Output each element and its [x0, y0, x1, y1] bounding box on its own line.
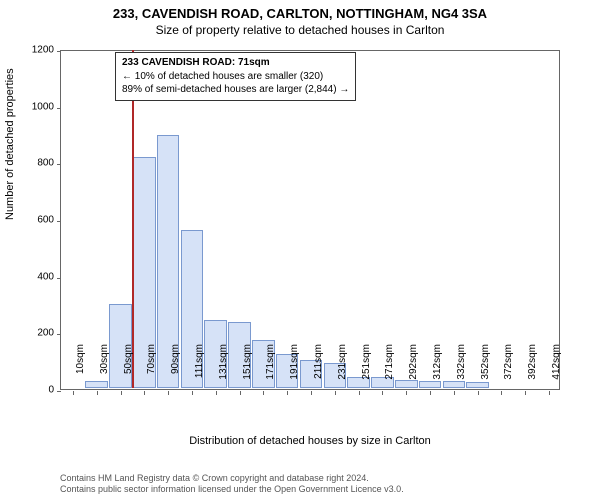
- xtick-label: 70sqm: [146, 344, 157, 394]
- xtick-mark: [478, 391, 479, 395]
- ytick-mark: [57, 164, 61, 165]
- xtick-mark: [454, 391, 455, 395]
- y-axis-label: Number of detached properties: [4, 68, 16, 220]
- ytick-label: 800: [12, 158, 54, 169]
- xtick-mark: [121, 391, 122, 395]
- xtick-label: 171sqm: [265, 344, 276, 394]
- plot-area: [60, 50, 560, 390]
- xtick-label: 312sqm: [432, 344, 443, 394]
- xtick-label: 90sqm: [170, 344, 181, 394]
- footer-line-2: Contains public sector information licen…: [60, 484, 404, 496]
- xtick-mark: [549, 391, 550, 395]
- xtick-mark: [73, 391, 74, 395]
- xtick-mark: [240, 391, 241, 395]
- xtick-mark: [97, 391, 98, 395]
- ytick-mark: [57, 391, 61, 392]
- ytick-label: 0: [12, 385, 54, 396]
- xtick-label: 211sqm: [313, 344, 324, 394]
- ytick-label: 600: [12, 215, 54, 226]
- annotation-box: 233 CAVENDISH ROAD: 71sqm ← 10% of detac…: [115, 52, 356, 101]
- ytick-label: 400: [12, 271, 54, 282]
- xtick-label: 111sqm: [194, 344, 205, 394]
- xtick-mark: [430, 391, 431, 395]
- annotation-line-3: 89% of semi-detached houses are larger (…: [122, 83, 349, 97]
- xtick-label: 231sqm: [337, 344, 348, 394]
- xtick-mark: [192, 391, 193, 395]
- ytick-mark: [57, 278, 61, 279]
- footer: Contains HM Land Registry data © Crown c…: [60, 473, 404, 496]
- ytick-label: 200: [12, 328, 54, 339]
- xtick-mark: [311, 391, 312, 395]
- page-title: 233, CAVENDISH ROAD, CARLTON, NOTTINGHAM…: [0, 0, 600, 21]
- xtick-label: 10sqm: [75, 344, 86, 394]
- chart: Number of detached properties Distributi…: [60, 50, 560, 390]
- footer-line-1: Contains HM Land Registry data © Crown c…: [60, 473, 404, 485]
- xtick-label: 131sqm: [218, 344, 229, 394]
- xtick-label: 412sqm: [551, 344, 562, 394]
- reference-line: [132, 50, 134, 388]
- xtick-mark: [359, 391, 360, 395]
- xtick-label: 392sqm: [527, 344, 538, 394]
- xtick-label: 372sqm: [503, 344, 514, 394]
- annotation-line-2: ← 10% of detached houses are smaller (32…: [122, 70, 349, 84]
- x-axis-label: Distribution of detached houses by size …: [60, 435, 560, 447]
- ytick-mark: [57, 51, 61, 52]
- page-subtitle: Size of property relative to detached ho…: [0, 21, 600, 37]
- xtick-mark: [335, 391, 336, 395]
- annotation-line-1: 233 CAVENDISH ROAD: 71sqm: [122, 56, 349, 70]
- xtick-label: 352sqm: [480, 344, 491, 394]
- xtick-label: 191sqm: [289, 344, 300, 394]
- xtick-label: 292sqm: [408, 344, 419, 394]
- xtick-label: 30sqm: [99, 344, 110, 394]
- xtick-label: 50sqm: [123, 344, 134, 394]
- xtick-label: 151sqm: [242, 344, 253, 394]
- ytick-label: 1200: [12, 45, 54, 56]
- ytick-mark: [57, 108, 61, 109]
- ytick-mark: [57, 334, 61, 335]
- xtick-mark: [168, 391, 169, 395]
- ytick-label: 1000: [12, 101, 54, 112]
- xtick-mark: [216, 391, 217, 395]
- xtick-label: 332sqm: [456, 344, 467, 394]
- xtick-label: 251sqm: [361, 344, 372, 394]
- xtick-label: 271sqm: [384, 344, 395, 394]
- ytick-mark: [57, 221, 61, 222]
